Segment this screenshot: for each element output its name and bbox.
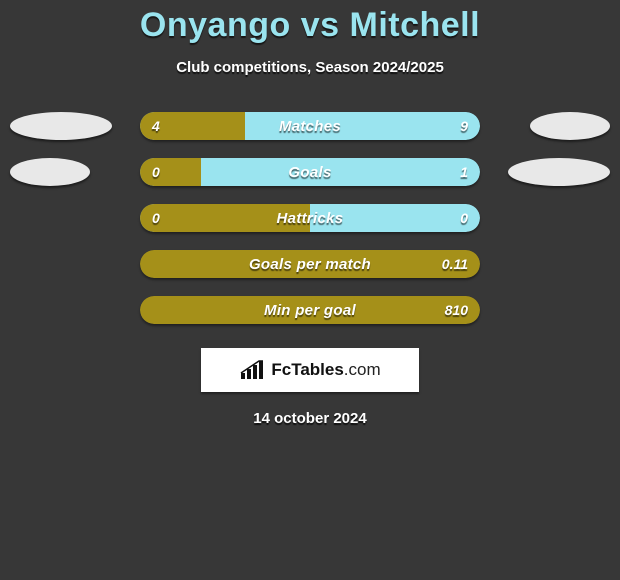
stat-label: Goals per match [140, 250, 480, 278]
logo-text-main: FcTables [271, 360, 343, 379]
page-title: Onyango vs Mitchell [0, 6, 620, 45]
logo-text: FcTables.com [271, 360, 380, 380]
stat-label: Goals [140, 158, 480, 186]
date: 14 october 2024 [0, 410, 620, 427]
stat-label: Min per goal [140, 296, 480, 324]
stat-bar: 00Hattricks [140, 204, 480, 232]
stat-row: 01Goals [0, 150, 620, 196]
stat-row: 810Min per goal [0, 288, 620, 334]
subtitle: Club competitions, Season 2024/2025 [0, 59, 620, 76]
title-player-right: Mitchell [350, 6, 481, 44]
left-ellipse [10, 158, 90, 186]
stat-label: Hattricks [140, 204, 480, 232]
bars-icon [239, 359, 265, 381]
stat-bar: 0.11Goals per match [140, 250, 480, 278]
stat-bar: 810Min per goal [140, 296, 480, 324]
left-ellipse [10, 112, 112, 140]
stat-row: 49Matches [0, 104, 620, 150]
fctables-logo[interactable]: FcTables.com [201, 348, 419, 392]
stat-row: 0.11Goals per match [0, 242, 620, 288]
logo-text-suffix: .com [344, 360, 381, 379]
stat-bar: 01Goals [140, 158, 480, 186]
comparison-rows: 49Matches 01Goals 00Hattricks 0.11Goals per… [0, 104, 620, 334]
right-ellipse [530, 112, 610, 140]
title-player-left: Onyango [140, 6, 291, 44]
stat-label: Matches [140, 112, 480, 140]
right-ellipse [508, 158, 610, 186]
title-vs: vs [301, 6, 340, 44]
stat-bar: 49Matches [140, 112, 480, 140]
stat-row: 00Hattricks [0, 196, 620, 242]
